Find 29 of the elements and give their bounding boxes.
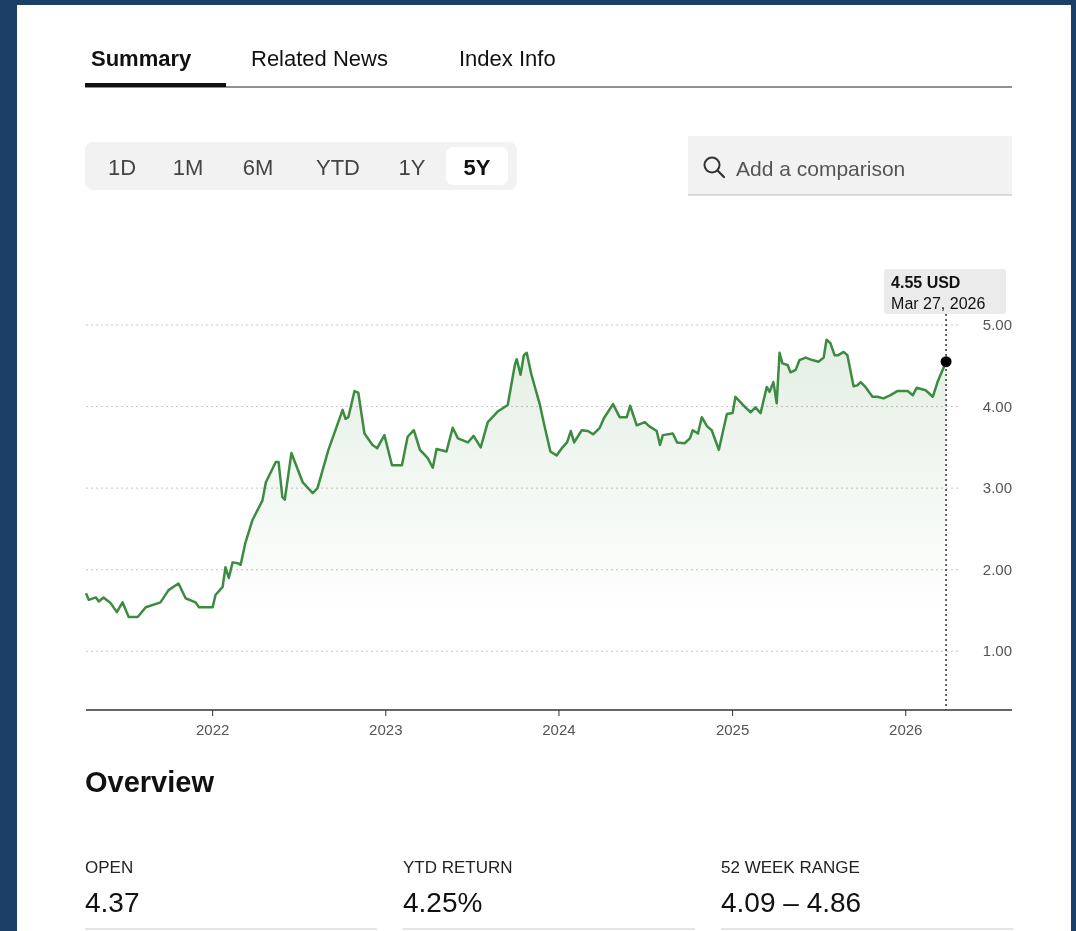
text: 4.25% [403,887,483,918]
text: Summary [91,46,193,71]
text: 4.09 – 4.86 [721,887,862,918]
text: 1Y [398,155,426,180]
x-tick-label: 2022 [195,721,230,738]
text: YTD RETURN [403,858,513,877]
y-tick-label: 2.00 [982,560,1012,578]
y-tick-label: 5.00 [982,316,1012,333]
x-tick-label: 2025 [715,721,750,738]
text: OPEN [85,858,134,877]
text: Overview [85,766,215,798]
text: 52 WEEK RANGE [721,858,860,877]
x-tick-label: 2023 [369,721,403,738]
text: 1M [172,155,204,180]
x-tick-label: 2026 [889,721,923,738]
text: 6M [242,155,274,180]
text: Add a comparison [736,157,906,180]
y-tick-label: 1.00 [982,642,1012,660]
y-tick-label: 4.00 [982,397,1012,415]
text: Mar 27, 2026 [891,295,986,312]
text: YTD [316,155,360,180]
x-tick-label: 2024 [542,721,576,738]
text: 1D [107,155,137,180]
text: Related News [251,46,388,71]
text: 5Y [463,155,491,180]
text: 4.55 USD [891,274,961,291]
text: 4.37 [85,887,140,918]
y-tick-label: 3.00 [982,479,1012,497]
text: Index Info [459,46,556,71]
